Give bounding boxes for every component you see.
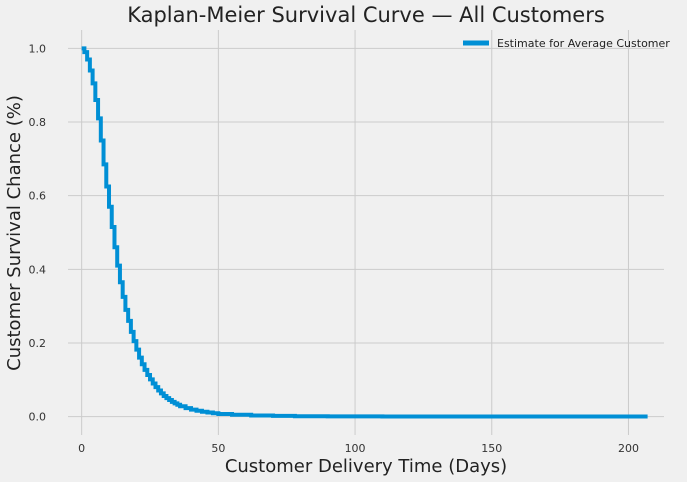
survival-curve-line	[81, 46, 648, 419]
x-tick-label: 150	[481, 442, 502, 455]
y-tick-label: 0.6	[29, 190, 47, 203]
series-group	[81, 46, 648, 419]
chart-title: Kaplan-Meier Survival Curve — All Custom…	[127, 3, 605, 27]
x-tick-label: 200	[618, 442, 639, 455]
y-tick-label: 0.2	[29, 337, 47, 350]
x-tick-label: 50	[211, 442, 225, 455]
x-axis-label: Customer Delivery Time (Days)	[225, 456, 507, 477]
y-tick-label: 0.4	[29, 263, 47, 276]
y-tick-label: 0.8	[29, 116, 47, 129]
y-tick-label: 0.0	[29, 411, 47, 424]
x-tick-label: 100	[345, 442, 366, 455]
y-axis-label: Customer Survival Chance (%)	[4, 95, 25, 371]
tick-labels: 0 50 100 150 200 0.0 0.2 0.4 0.6 0.8 1.0	[29, 42, 639, 455]
x-tick-label: 0	[78, 442, 85, 455]
legend-label: Estimate for Average Customer	[497, 37, 670, 50]
y-tick-label: 1.0	[29, 42, 47, 55]
legend: Estimate for Average Customer	[463, 37, 670, 50]
